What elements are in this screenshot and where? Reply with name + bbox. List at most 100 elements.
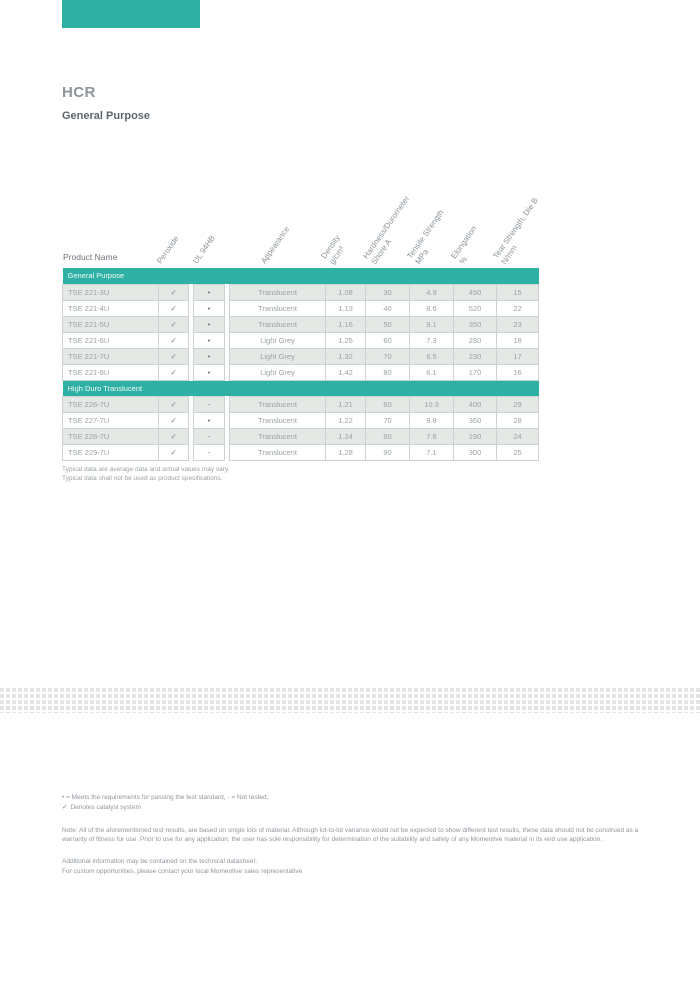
cell-elongation: 190 bbox=[453, 427, 497, 445]
cell-ul-94hb: • bbox=[193, 331, 225, 349]
cell-tensile-strength: 7.6 bbox=[409, 427, 454, 445]
cell-density: 1.32 bbox=[325, 347, 366, 365]
table-footnote-line: Typical data are average data and actual… bbox=[62, 465, 230, 473]
table-row: TSE 221-5U ✓ • Translucent 1.16 50 9.1 350 23 bbox=[62, 315, 539, 333]
column-header-tear-strength-die-b: Tear Strength, Die B N/mm bbox=[491, 195, 540, 266]
column-header-product-name: Product Name bbox=[63, 252, 118, 262]
cell-appearance: Light Grey bbox=[229, 331, 326, 349]
cell-tensile-strength: 8.6 bbox=[409, 299, 454, 317]
page-subtitle: General Purpose bbox=[62, 110, 151, 122]
cell-hardness: 90 bbox=[365, 443, 410, 461]
table-row: TSE 221-6U ✓ • Light Grey 1.25 60 7.3 280 18 bbox=[62, 331, 539, 349]
table-row: TSE 226-7U ✓ - Translucent 1.21 60 10.3 400 29 bbox=[62, 395, 539, 413]
cell-product-name: TSE 226-7U bbox=[62, 395, 159, 413]
cell-peroxide-check: ✓ bbox=[158, 363, 189, 381]
cell-elongation: 400 bbox=[453, 395, 497, 413]
cell-product-name: TSE 228-7U bbox=[62, 427, 159, 445]
cell-product-name: TSE 221-6U bbox=[62, 331, 159, 349]
cell-hardness: 60 bbox=[365, 395, 410, 413]
cell-density: 1.24 bbox=[325, 427, 366, 445]
cell-ul-94hb: • bbox=[193, 363, 225, 381]
table-row: TSE 228-7U ✓ - Translucent 1.24 80 7.6 190 24 bbox=[62, 427, 539, 445]
legend-block: • = Meets the requirements for passing t… bbox=[62, 793, 650, 877]
cell-tear-strength: 29 bbox=[496, 395, 539, 413]
cell-ul-94hb: - bbox=[193, 427, 225, 445]
column-header-appearance: Appearance bbox=[259, 225, 292, 266]
cell-tear-strength: 24 bbox=[496, 427, 539, 445]
cell-tear-strength: 18 bbox=[496, 331, 539, 349]
cell-elongation: 360 bbox=[453, 411, 497, 429]
legend-symbols-line: • = Meets the requirements for passing t… bbox=[62, 794, 269, 801]
table-column-headers: Product Name Peroxide UL 94HB Appearance De… bbox=[62, 166, 540, 268]
cell-product-name: TSE 221-8U bbox=[62, 363, 159, 381]
column-header-ul-94hb: UL 94HB bbox=[190, 234, 217, 266]
cell-density: 1.42 bbox=[325, 363, 366, 381]
cell-elongation: 350 bbox=[453, 315, 497, 333]
product-table: Product Name Peroxide UL 94HB Appearance De… bbox=[62, 166, 540, 483]
cell-peroxide-check: ✓ bbox=[158, 315, 189, 333]
cell-product-name: TSE 227-7U bbox=[62, 411, 159, 429]
disclaimer-note: Note: All of the aforementioned test res… bbox=[62, 826, 639, 844]
page-title: HCR bbox=[62, 84, 96, 101]
cell-ul-94hb: • bbox=[193, 283, 225, 301]
table-row: TSE 221-4U ✓ • Translucent 1.13 40 8.6 520 22 bbox=[62, 299, 539, 317]
cell-elongation: 520 bbox=[453, 299, 497, 317]
cell-density: 1.13 bbox=[325, 299, 366, 317]
cell-tensile-strength: 7.3 bbox=[409, 331, 454, 349]
cell-elongation: 230 bbox=[453, 347, 497, 365]
cell-ul-94hb: • bbox=[193, 411, 225, 429]
cell-tear-strength: 22 bbox=[496, 299, 539, 317]
additional-info: Additional information may be contained … bbox=[62, 857, 650, 877]
cell-density: 1.16 bbox=[325, 315, 366, 333]
cell-ul-94hb: - bbox=[193, 395, 225, 413]
brand-color-bar bbox=[62, 0, 200, 28]
additional-info-line: Additional information may be contained … bbox=[62, 858, 258, 865]
cell-elongation: 170 bbox=[453, 363, 497, 381]
cell-hardness: 50 bbox=[365, 315, 410, 333]
cell-tensile-strength: 6.1 bbox=[409, 363, 454, 381]
legend-catalyst-text: Denotes catalyst system bbox=[70, 803, 141, 811]
cell-tensile-strength: 7.1 bbox=[409, 443, 454, 461]
cell-peroxide-check: ✓ bbox=[158, 347, 189, 365]
decorative-dotted-band bbox=[0, 688, 700, 713]
table-row: TSE 227-7U ✓ • Translucent 1.22 70 9.8 360 28 bbox=[62, 411, 539, 429]
cell-density: 1.08 bbox=[325, 283, 366, 301]
cell-appearance: Light Grey bbox=[229, 347, 326, 365]
cell-peroxide-check: ✓ bbox=[158, 395, 189, 413]
cell-tear-strength: 15 bbox=[496, 283, 539, 301]
cell-density: 1.21 bbox=[325, 395, 366, 413]
cell-tear-strength: 17 bbox=[496, 347, 539, 365]
cell-tear-strength: 16 bbox=[496, 363, 539, 381]
column-header-peroxide: Peroxide bbox=[155, 234, 181, 266]
column-header-elongation: Elongation% bbox=[448, 224, 478, 266]
additional-info-line: For custom opportunities, please contact… bbox=[62, 867, 303, 875]
cell-density: 1.25 bbox=[325, 331, 366, 349]
table-row: TSE 221-7U ✓ • Light Grey 1.32 70 6.5 230 17 bbox=[62, 347, 539, 365]
cell-tensile-strength: 6.5 bbox=[409, 347, 454, 365]
cell-hardness: 70 bbox=[365, 347, 410, 365]
cell-hardness: 60 bbox=[365, 331, 410, 349]
section-header-row: General Purpose bbox=[62, 268, 539, 284]
cell-appearance: Translucent bbox=[229, 395, 326, 413]
cell-peroxide-check: ✓ bbox=[158, 299, 189, 317]
cell-ul-94hb: - bbox=[193, 443, 225, 461]
cell-appearance: Translucent bbox=[229, 315, 326, 333]
cell-tear-strength: 25 bbox=[496, 443, 539, 461]
cell-tensile-strength: 9.1 bbox=[409, 315, 454, 333]
cell-tear-strength: 28 bbox=[496, 411, 539, 429]
cell-appearance: Translucent bbox=[229, 299, 326, 317]
cell-elongation: 300 bbox=[453, 443, 497, 461]
product-data-table: General Purpose TSE 221-3U ✓ • Translucent 1.… bbox=[62, 268, 539, 461]
cell-product-name: TSE 229-7U bbox=[62, 443, 159, 461]
cell-ul-94hb: • bbox=[193, 347, 225, 365]
cell-density: 1.28 bbox=[325, 443, 366, 461]
cell-peroxide-check: ✓ bbox=[158, 331, 189, 349]
cell-ul-94hb: • bbox=[193, 315, 225, 333]
cell-ul-94hb: • bbox=[193, 299, 225, 317]
cell-hardness: 40 bbox=[365, 299, 410, 317]
legend-catalyst-line: ✓ Denotes catalyst system bbox=[62, 803, 650, 813]
table-row: TSE 221-8U ✓ • Light Grey 1.42 80 6.1 170 16 bbox=[62, 363, 539, 381]
cell-peroxide-check: ✓ bbox=[158, 411, 189, 429]
cell-appearance: Translucent bbox=[229, 411, 326, 429]
